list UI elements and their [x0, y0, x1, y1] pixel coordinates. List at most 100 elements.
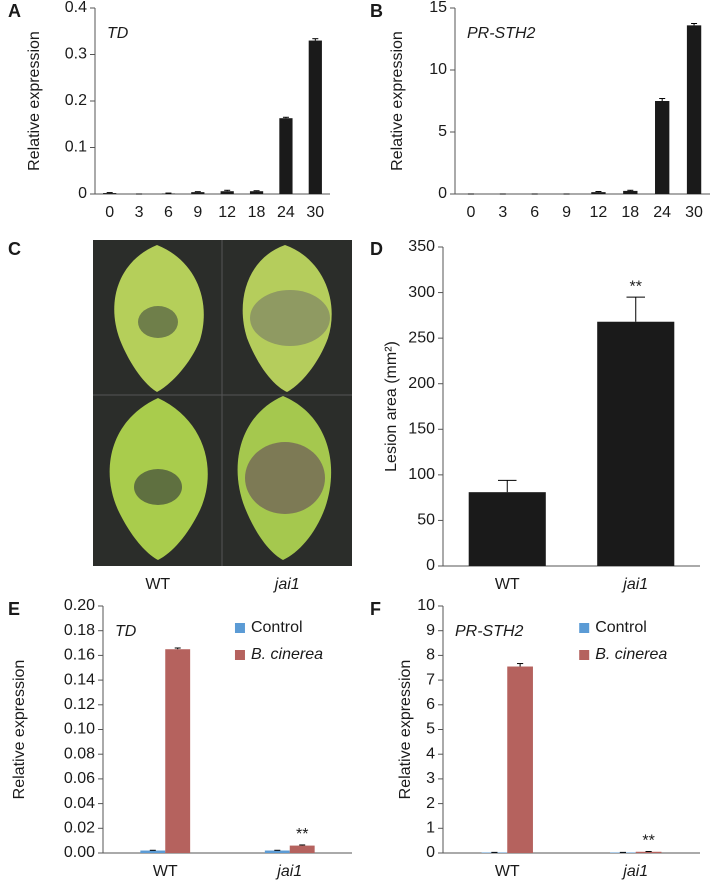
error-bar — [626, 296, 646, 322]
panel-label: D — [370, 239, 383, 259]
x-tick-label: 30 — [685, 204, 703, 221]
x-tick-label: 0 — [105, 204, 114, 221]
y-tick-label: 0.16 — [64, 647, 95, 664]
y-tick-label: 5 — [426, 721, 435, 738]
legend-label: B. cinerea — [251, 646, 323, 663]
y-tick-label: 0.10 — [64, 721, 95, 738]
x-tick-label: WT — [495, 863, 520, 880]
y-tick-label: 7 — [426, 671, 435, 688]
bar — [635, 851, 662, 853]
y-tick-label: 0.02 — [64, 820, 95, 837]
significance: ** — [296, 826, 308, 843]
annotation: TD — [115, 623, 137, 640]
bar — [507, 666, 533, 853]
panel-label: E — [8, 599, 20, 619]
y-tick-label: 0 — [78, 185, 87, 202]
y-tick-label: 100 — [408, 466, 435, 483]
error-bar — [282, 116, 289, 119]
bar — [289, 845, 315, 853]
x-tick-label: WT — [145, 576, 170, 593]
legend-label: Control — [251, 619, 303, 636]
y-tick-label: 0.04 — [64, 795, 95, 812]
x-tick-label: jai1 — [621, 863, 648, 880]
y-tick-label: 2 — [426, 795, 435, 812]
bar — [249, 191, 264, 194]
error-bar — [659, 98, 666, 101]
x-tick-label: 30 — [306, 204, 324, 221]
bar — [103, 193, 117, 194]
y-tick-label: 200 — [408, 375, 435, 392]
y-tick-label: 0.1 — [65, 139, 87, 156]
y-tick-label: 0.4 — [65, 0, 87, 16]
legend-label: B. cinerea — [595, 646, 667, 663]
bar — [591, 192, 606, 194]
x-tick-label: 6 — [164, 204, 173, 221]
y-tick-label: 250 — [408, 329, 435, 346]
error-bar — [299, 844, 306, 846]
significance: ** — [642, 833, 654, 850]
x-tick-label: 12 — [218, 204, 236, 221]
x-tick-label: jai1 — [273, 576, 300, 593]
y-tick-label: 0 — [426, 844, 435, 861]
x-tick-label: WT — [495, 576, 520, 593]
x-tick-label: 9 — [193, 204, 202, 221]
y-tick-label: 6 — [426, 696, 435, 713]
lesion — [245, 442, 325, 514]
y-tick-label: 10 — [429, 61, 447, 78]
y-axis-title: Relative expression — [26, 31, 43, 171]
legend-swatch — [234, 650, 245, 660]
x-tick-label: 9 — [562, 204, 571, 221]
bar — [686, 25, 702, 194]
y-axis-title: Relative expression — [389, 31, 406, 171]
y-axis-title: Relative expression — [397, 660, 414, 800]
error-bar — [497, 479, 517, 493]
y-tick-label: 1 — [426, 820, 435, 837]
error-bar — [627, 189, 634, 191]
x-tick-label: WT — [153, 863, 178, 880]
bar — [655, 101, 670, 194]
lesion — [134, 469, 182, 505]
legend-swatch — [579, 623, 590, 633]
bar — [264, 850, 290, 853]
x-tick-label: 6 — [530, 204, 539, 221]
y-tick-label: 3 — [426, 770, 435, 787]
annotation: PR-STH2 — [467, 25, 536, 42]
y-tick-label: 8 — [426, 647, 435, 664]
y-tick-label: 10 — [417, 597, 435, 614]
y-tick-label: 300 — [408, 284, 435, 301]
bar — [140, 850, 166, 853]
legend-label: Control — [595, 619, 647, 636]
lesion — [250, 290, 330, 346]
y-tick-label: 0 — [426, 557, 435, 574]
y-tick-label: 0.12 — [64, 696, 95, 713]
y-tick-label: 0.2 — [65, 92, 87, 109]
x-tick-label: 18 — [621, 204, 639, 221]
y-tick-label: 350 — [408, 238, 435, 255]
error-bar — [691, 23, 698, 26]
y-axis-title: Lesion area (mm²) — [383, 341, 400, 472]
x-tick-label: jai1 — [621, 576, 648, 593]
y-tick-label: 0 — [438, 185, 447, 202]
bar — [279, 118, 293, 194]
panel-label: B — [370, 1, 383, 21]
y-tick-label: 0.3 — [65, 46, 87, 63]
x-tick-label: 3 — [498, 204, 507, 221]
panel-label: C — [8, 239, 21, 259]
y-tick-label: 9 — [426, 622, 435, 639]
y-tick-label: 0.14 — [64, 671, 95, 688]
panel-label: F — [370, 599, 381, 619]
bar — [220, 191, 234, 194]
annotation: PR-STH2 — [455, 623, 524, 640]
x-tick-label: 18 — [248, 204, 266, 221]
x-tick-label: 0 — [466, 204, 475, 221]
y-axis-title: Relative expression — [11, 660, 28, 800]
error-bar — [224, 189, 231, 192]
y-tick-label: 0.00 — [64, 844, 95, 861]
x-tick-label: 24 — [277, 204, 295, 221]
bar — [308, 40, 322, 194]
y-tick-label: 150 — [408, 421, 435, 438]
bar — [191, 192, 205, 194]
significance: ** — [630, 278, 642, 295]
x-tick-label: jai1 — [275, 863, 302, 880]
